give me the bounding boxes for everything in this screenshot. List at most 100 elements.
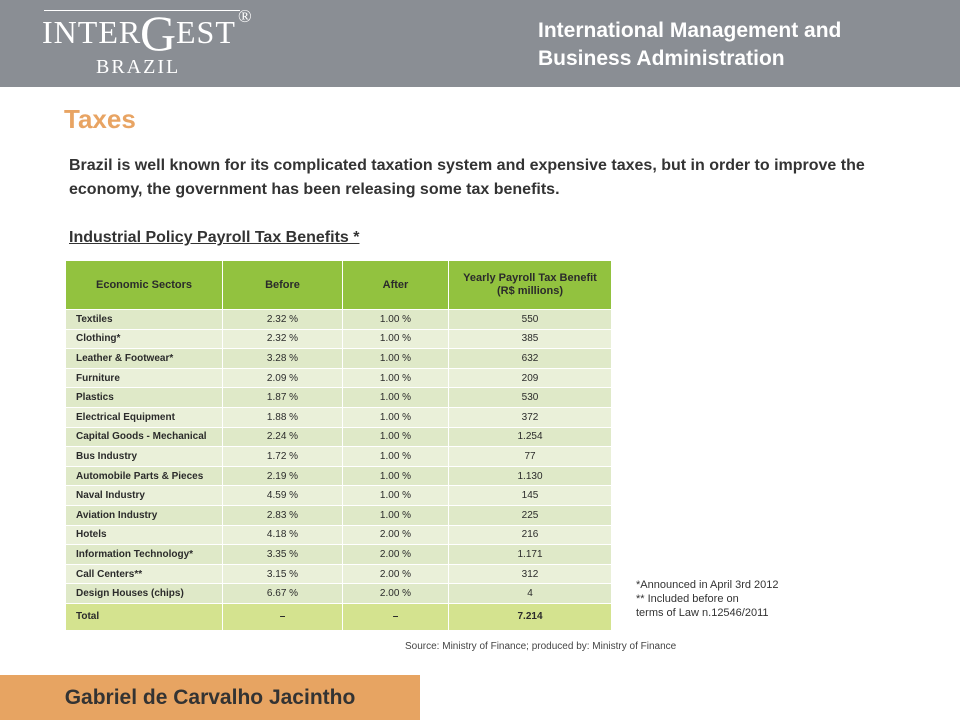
cell-before: 3.28 % [222, 348, 343, 369]
cell-after: 1.00 % [342, 485, 449, 506]
cell-after: 1.00 % [342, 504, 449, 526]
cell-after: 2.00 % [342, 524, 449, 546]
cell-benefit: 530 [448, 387, 612, 408]
footnote-2: ** Included before on [636, 593, 739, 605]
cell-sector: Bus Industry [65, 446, 223, 467]
cell-before: 3.35 % [222, 544, 343, 565]
footnote-1: *Announced in April 3rd 2012 [636, 579, 779, 591]
cell-benefit: 216 [448, 524, 612, 546]
table-row: Clothing* 2.32 % 1.00 % 385 [65, 328, 612, 350]
table-row: Plastics 1.87 % 1.00 % 530 [65, 387, 612, 408]
page-title: Taxes [64, 104, 136, 134]
source-note: Source: Ministry of Finance; produced by… [405, 641, 677, 652]
cell-after: 1.00 % [342, 309, 449, 330]
cell-after: 1.00 % [342, 367, 449, 389]
header-after: After [342, 260, 449, 310]
logo-registered-mark: ® [238, 6, 252, 26]
cell-before: 3.15 % [222, 563, 343, 585]
cell-total-benefit: 7.214 [448, 602, 612, 631]
logo-rule [44, 10, 240, 11]
cell-benefit: 209 [448, 367, 612, 389]
cell-sector: Plastics [65, 387, 223, 408]
cell-after: 1.00 % [342, 426, 449, 448]
tax-benefits-table: Economic Sectors Before After Yearly Pay… [65, 260, 612, 631]
cell-sector: Call Centers** [65, 563, 223, 585]
cell-before: 2.24 % [222, 426, 343, 448]
cell-after: 1.00 % [342, 328, 449, 350]
cell-total-after: – [342, 602, 449, 631]
cell-sector: Textiles [65, 309, 223, 330]
cell-sector: Aviation Industry [65, 504, 223, 526]
table-footnotes: *Announced in April 3rd 2012 ** Included… [636, 578, 806, 620]
table-row: Call Centers** 3.15 % 2.00 % 312 [65, 563, 612, 585]
cell-before: 4.18 % [222, 524, 343, 546]
cell-after: 1.00 % [342, 387, 449, 408]
cell-benefit: 225 [448, 504, 612, 526]
table-row: Bus Industry 1.72 % 1.00 % 77 [65, 446, 612, 467]
cell-benefit: 145 [448, 485, 612, 506]
logo-inter: INTER [42, 14, 142, 50]
cell-benefit: 312 [448, 563, 612, 585]
cell-after: 2.00 % [342, 563, 449, 585]
cell-benefit: 550 [448, 309, 612, 330]
cell-benefit: 632 [448, 348, 612, 369]
cell-benefit: 385 [448, 328, 612, 350]
cell-benefit: 4 [448, 583, 612, 604]
header-title-line1: International Management and [538, 19, 842, 42]
cell-sector: Leather & Footwear* [65, 348, 223, 369]
cell-before: 1.88 % [222, 406, 343, 428]
cell-total-before: – [222, 602, 343, 631]
table-header-row: Economic Sectors Before After Yearly Pay… [65, 260, 612, 310]
cell-after: 2.00 % [342, 544, 449, 565]
cell-before: 2.09 % [222, 367, 343, 389]
header-before: Before [222, 260, 343, 310]
cell-before: 1.87 % [222, 387, 343, 408]
cell-sector: Electrical Equipment [65, 406, 223, 428]
intro-paragraph: Brazil is well known for its complicated… [69, 157, 865, 198]
table-row: Textiles 2.32 % 1.00 % 550 [65, 309, 612, 330]
cell-benefit: 1.254 [448, 426, 612, 448]
cell-benefit: 1.171 [448, 544, 612, 565]
cell-sector: Hotels [65, 524, 223, 546]
table-row: Automobile Parts & Pieces 2.19 % 1.00 % 1.1… [65, 465, 612, 487]
table-row: Design Houses (chips) 6.67 % 2.00 % 4 [65, 583, 612, 604]
cell-after: 1.00 % [342, 465, 449, 487]
header-yearly-benefit-line2: (R$ millions) [496, 285, 563, 297]
header-yearly-benefit: Yearly Payroll Tax Benefit (R$ millions) [448, 260, 612, 310]
cell-sector: Design Houses (chips) [65, 583, 223, 604]
cell-sector: Capital Goods - Mechanical [65, 426, 223, 448]
cell-sector: Naval Industry [65, 485, 223, 506]
table-row: Information Technology* 3.35 % 2.00 % 1.171 [65, 544, 612, 565]
table-row: Aviation Industry 2.83 % 1.00 % 225 [65, 504, 612, 526]
cell-sector: Information Technology* [65, 544, 223, 565]
logo-brazil: BRAZIL [96, 56, 181, 78]
cell-before: 2.83 % [222, 504, 343, 526]
table-row: Leather & Footwear* 3.28 % 1.00 % 632 [65, 348, 612, 369]
cell-sector: Automobile Parts & Pieces [65, 465, 223, 487]
table-row: Naval Industry 4.59 % 1.00 % 145 [65, 485, 612, 506]
header-yearly-benefit-line1: Yearly Payroll Tax Benefit [463, 272, 597, 284]
cell-before: 2.32 % [222, 309, 343, 330]
cell-sector: Furniture [65, 367, 223, 389]
cell-after: 1.00 % [342, 446, 449, 467]
logo-est: EST [176, 14, 236, 50]
logo-g: G [140, 5, 177, 61]
cell-before: 4.59 % [222, 485, 343, 506]
intergest-logo: INTER G EST ® BRAZIL [42, 5, 272, 82]
cell-before: 2.32 % [222, 328, 343, 350]
header-title-line2: Business Administration [538, 47, 785, 70]
cell-before: 2.19 % [222, 465, 343, 487]
table-row: Capital Goods - Mechanical 2.24 % 1.00 % 1.… [65, 426, 612, 448]
table-row: Hotels 4.18 % 2.00 % 216 [65, 524, 612, 546]
table-total-row: Total – –7.214 [65, 602, 612, 631]
cell-benefit: 1.130 [448, 465, 612, 487]
header-title: International Management and Business Ad… [538, 17, 938, 73]
cell-before: 6.67 % [222, 583, 343, 604]
table-row: Furniture 2.09 % 1.00 % 209 [65, 367, 612, 389]
cell-after: 1.00 % [342, 348, 449, 369]
cell-after: 2.00 % [342, 583, 449, 604]
header-bar: INTER G EST ® BRAZIL International Manag… [0, 0, 960, 87]
cell-after: 1.00 % [342, 406, 449, 428]
footnote-3: terms of Law n.12546/2011 [636, 607, 769, 619]
cell-benefit: 77 [448, 446, 612, 467]
